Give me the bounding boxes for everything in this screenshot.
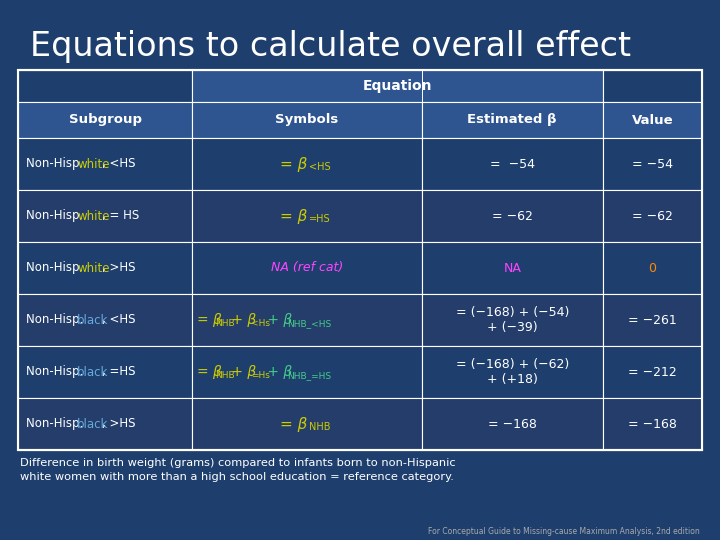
Text: white: white: [77, 158, 109, 171]
Bar: [18, 138, 192, 190]
Text: = β: = β: [279, 157, 307, 172]
Bar: [422, 398, 603, 450]
Text: = −54: = −54: [632, 158, 673, 171]
Text: =HS: =HS: [309, 214, 330, 224]
Text: Difference in birth weight (grams) compared to infants born to non-Hispanic
whit: Difference in birth weight (grams) compa…: [20, 458, 456, 482]
Bar: [422, 346, 603, 398]
Text: , = HS: , = HS: [102, 210, 140, 222]
Text: NA (ref cat): NA (ref cat): [271, 261, 343, 274]
Text: + β: + β: [228, 313, 256, 327]
Bar: [603, 70, 702, 102]
Bar: [18, 398, 192, 450]
Text: = −62: = −62: [492, 210, 533, 222]
Text: white: white: [77, 261, 109, 274]
Bar: [18, 242, 192, 294]
Text: Non-Hisp.: Non-Hisp.: [26, 417, 87, 430]
Bar: [422, 102, 603, 138]
Bar: [603, 242, 702, 294]
Text: Estimated β: Estimated β: [467, 113, 557, 126]
Text: + β: + β: [264, 365, 292, 379]
Bar: [603, 102, 702, 138]
Text: Equations to calculate overall effect: Equations to calculate overall effect: [30, 30, 631, 63]
Bar: [603, 190, 702, 242]
Text: = −168: = −168: [487, 417, 536, 430]
Bar: [18, 70, 192, 102]
Text: NA: NA: [503, 261, 521, 274]
Bar: [422, 294, 603, 346]
Text: Symbols: Symbols: [275, 113, 338, 126]
Text: Subgroup: Subgroup: [68, 113, 142, 126]
Text: , >HS: , >HS: [102, 261, 136, 274]
Text: = (−168) + (−62)
+ (+18): = (−168) + (−62) + (+18): [456, 358, 569, 386]
Bar: [192, 70, 603, 102]
Bar: [18, 102, 192, 138]
Text: NHB_<HS: NHB_<HS: [287, 319, 332, 328]
Text: NHB: NHB: [215, 319, 235, 328]
Text: black: black: [77, 314, 109, 327]
Text: NHB: NHB: [309, 422, 330, 432]
Bar: [603, 294, 702, 346]
Text: Non-Hisp.: Non-Hisp.: [26, 158, 87, 171]
Text: Non-Hisp.: Non-Hisp.: [26, 314, 87, 327]
Text: black: black: [77, 366, 109, 379]
Text: = −212: = −212: [628, 366, 677, 379]
Bar: [192, 398, 422, 450]
Text: = β: = β: [279, 416, 307, 431]
Text: white: white: [77, 210, 109, 222]
Text: Non-Hisp.: Non-Hisp.: [26, 210, 87, 222]
Bar: [192, 190, 422, 242]
Text: NHB: NHB: [215, 371, 235, 380]
Bar: [192, 242, 422, 294]
Text: , =HS: , =HS: [102, 366, 136, 379]
Text: = β: = β: [279, 208, 307, 224]
Text: , <HS: , <HS: [102, 158, 136, 171]
Text: Non-Hisp.: Non-Hisp.: [26, 366, 87, 379]
Text: <Hs: <Hs: [251, 319, 271, 328]
Bar: [18, 70, 702, 450]
Text: + β: + β: [264, 313, 292, 327]
Bar: [422, 242, 603, 294]
Bar: [192, 346, 422, 398]
Text: black: black: [77, 417, 109, 430]
Text: <HS: <HS: [309, 162, 330, 172]
Text: Non-Hisp.: Non-Hisp.: [26, 261, 87, 274]
Text: = −168: = −168: [628, 417, 677, 430]
Text: 0: 0: [649, 261, 657, 274]
Text: + β: + β: [228, 365, 256, 379]
Text: = (−168) + (−54)
+ (−39): = (−168) + (−54) + (−39): [456, 306, 569, 334]
Bar: [18, 346, 192, 398]
Text: For Conceptual Guide to Missing-cause Maximum Analysis, 2nd edition: For Conceptual Guide to Missing-cause Ma…: [428, 527, 700, 536]
Text: , <HS: , <HS: [102, 314, 136, 327]
Text: = β: = β: [197, 313, 222, 327]
Bar: [603, 346, 702, 398]
Bar: [192, 138, 422, 190]
Bar: [422, 190, 603, 242]
Bar: [603, 398, 702, 450]
Bar: [18, 190, 192, 242]
Text: =Hs: =Hs: [251, 371, 270, 380]
Text: NHB_=HS: NHB_=HS: [287, 371, 331, 380]
Bar: [422, 138, 603, 190]
Text: = −261: = −261: [628, 314, 677, 327]
Text: = β: = β: [197, 365, 222, 379]
Bar: [18, 294, 192, 346]
Text: =  −54: = −54: [490, 158, 535, 171]
Bar: [603, 138, 702, 190]
Bar: [192, 294, 422, 346]
Text: Equation: Equation: [363, 79, 433, 93]
Bar: [192, 102, 422, 138]
Text: Value: Value: [631, 113, 673, 126]
Text: , >HS: , >HS: [102, 417, 136, 430]
Text: = −62: = −62: [632, 210, 673, 222]
